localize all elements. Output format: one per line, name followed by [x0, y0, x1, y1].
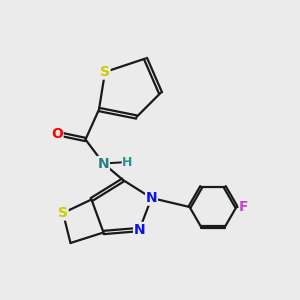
- Text: H: H: [122, 155, 133, 169]
- Text: N: N: [98, 157, 109, 170]
- Text: O: O: [51, 127, 63, 140]
- Text: S: S: [100, 65, 110, 79]
- Text: N: N: [134, 223, 145, 236]
- Text: N: N: [146, 191, 157, 205]
- Text: F: F: [239, 200, 249, 214]
- Text: S: S: [58, 206, 68, 220]
